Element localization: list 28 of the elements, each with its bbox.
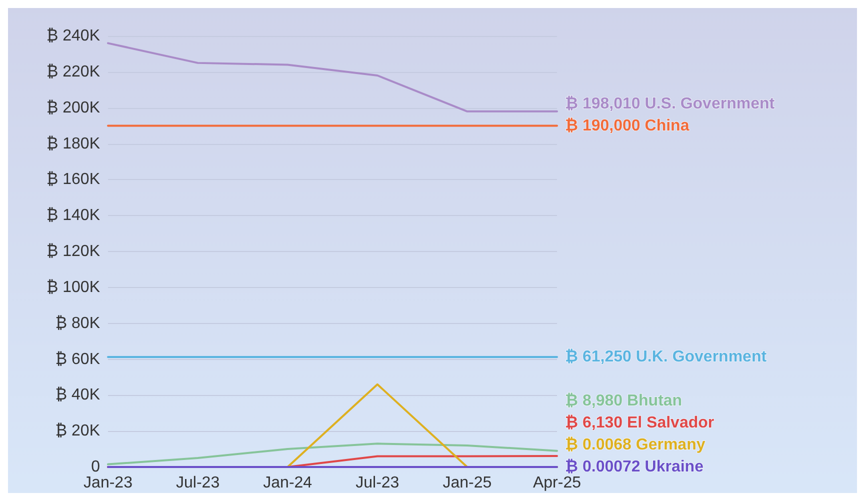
text: ₿ 190,000 China: [565, 117, 690, 134]
text: ₿ 8,980 Bhutan: [565, 392, 682, 410]
x-tick-label: Apr-25: [532, 474, 582, 492]
text: ₿ 198,010 U.S. Government: [565, 95, 775, 112]
x-tick-label: Jul-23: [176, 474, 220, 492]
y-tick-label: ₿ 220K: [46, 63, 100, 80]
y-tick-label: 0: [91, 458, 100, 476]
text: ₿ 61,250 U.K. Government: [565, 348, 767, 366]
x-tick-label: Jul-23: [356, 474, 400, 492]
y-tick-label: ₿ 200K: [46, 99, 100, 116]
y-tick-label: ₿ 180K: [46, 135, 100, 152]
y-tick-label: ₿ 20K: [55, 422, 100, 440]
text: ₿ 0.0068 Germany: [565, 436, 706, 454]
text: ₿ 0.00072 Ukraine: [565, 458, 704, 476]
x-tick-label: Jan-24: [263, 474, 312, 492]
y-tick-label: ₿ 100K: [46, 278, 100, 296]
y-tick-label: ₿ 40K: [55, 386, 100, 404]
text: ₿ 6,130 El Salvador: [565, 414, 714, 432]
y-tick-label: ₿ 120K: [46, 243, 100, 260]
y-tick-label: ₿ 160K: [46, 171, 100, 188]
y-tick-label: ₿ 60K: [55, 350, 100, 368]
line-series: [107, 442, 558, 466]
x-tick-label: Jan-25: [442, 474, 492, 492]
line-series: [107, 42, 558, 112]
y-tick-label: ₿ 140K: [46, 207, 100, 224]
y-tick-label: ₿ 240K: [46, 28, 100, 44]
y-tick-label: ₿ 80K: [55, 314, 100, 332]
x-tick-label: Jan-23: [84, 474, 133, 492]
